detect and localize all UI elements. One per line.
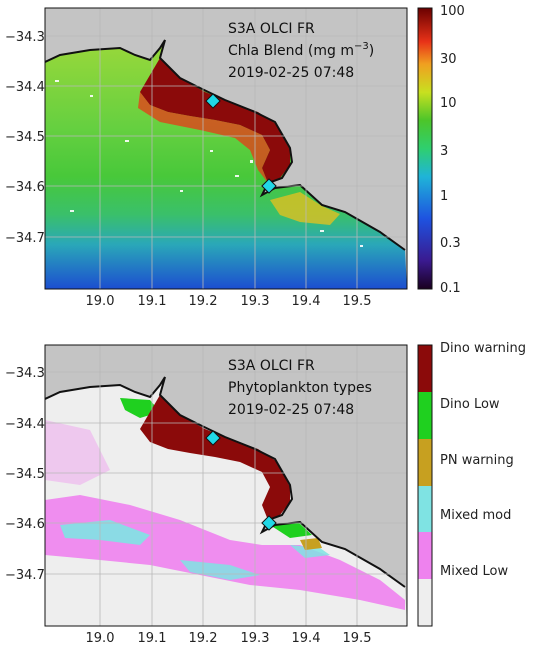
colorbar-tick-label: 0.1 (440, 281, 461, 296)
top-colorbar (417, 7, 433, 290)
top-xtick-label: 19.3 (241, 294, 270, 309)
bottom-xtick-label: 19.5 (343, 631, 372, 646)
bottom-mixed-low-area (45, 495, 405, 610)
bottom-gridlines (45, 345, 407, 626)
top-bloom-edge (138, 92, 270, 183)
top-yticks: −34.3 −34.4 −34.5 −34.6 −34.7 (5, 30, 45, 246)
top-xtick-label: 19.4 (292, 294, 321, 309)
bottom-ytick-label: −34.7 (5, 568, 45, 583)
top-xtick-label: 19.2 (189, 294, 218, 309)
bottom-mixed-mod-area (60, 520, 150, 545)
top-ytick-label: −34.6 (5, 180, 45, 195)
bottom-pn-warning-area (300, 538, 322, 550)
top-ytick-label: −34.4 (5, 80, 45, 95)
top-gridlines (45, 8, 407, 289)
class-label: PN warning (440, 453, 514, 468)
bottom-station-marker-1 (205, 430, 221, 446)
bottom-xtick-label: 19.0 (86, 631, 115, 646)
colorbar-tick-label: 100 (440, 4, 465, 19)
class-label: Dino Low (440, 397, 500, 412)
top-bloom (140, 58, 290, 183)
top-xtick-label: 19.5 (343, 294, 372, 309)
bottom-annotation-line2: Phytoplankton types (228, 380, 372, 396)
bottom-xtick-label: 19.1 (138, 631, 167, 646)
top-water (45, 40, 407, 289)
colorbar-tick-label: 10 (440, 96, 457, 111)
bottom-dino-low-area-2 (270, 522, 312, 538)
bottom-station-marker-2 (261, 515, 277, 531)
class-swatch-dino-warning (418, 345, 432, 392)
top-offshore-patch (270, 192, 340, 225)
class-label: Mixed Low (440, 564, 508, 579)
bottom-ytick-label: −34.3 (5, 366, 45, 381)
bottom-xtick-label: 19.3 (241, 631, 270, 646)
top-map-panel: S3A OLCI FR Chla Blend (mg m−3) 2019-02-… (5, 4, 465, 309)
top-ytick-label: −34.7 (5, 231, 45, 246)
bottom-xtick-label: 19.2 (189, 631, 218, 646)
class-colorbar-frame (417, 344, 433, 627)
colorbar-tick-label: 30 (440, 52, 457, 67)
class-swatch-pn-warning (418, 439, 432, 486)
bottom-ytick-label: −34.4 (5, 417, 45, 432)
bottom-xticks: 19.0 19.1 19.2 19.3 19.4 19.5 (86, 631, 372, 646)
bottom-xtick-label: 19.4 (292, 631, 321, 646)
top-ytick-label: −34.3 (5, 30, 45, 45)
bottom-axes-frame (44, 344, 408, 627)
top-annotation-line3: 2019-02-25 07:48 (228, 65, 354, 81)
bottom-ytick-label: −34.5 (5, 467, 45, 482)
class-swatch-dino-low (418, 392, 432, 439)
top-axes-frame (44, 7, 408, 290)
top-speckle (55, 80, 363, 247)
bottom-class-colorbar: Dino warning Dino Low PN warning Mixed m… (417, 341, 526, 627)
top-xticks: 19.0 19.1 19.2 19.3 19.4 19.5 (86, 294, 372, 309)
top-annotation-line2: Chla Blend (mg m−3) (228, 41, 374, 59)
colorbar-tick-label: 1 (440, 189, 448, 204)
bottom-annotation-line1: S3A OLCI FR (228, 358, 315, 374)
top-colorbar-ticks: 100 30 10 3 1 0.3 0.1 (440, 4, 465, 296)
class-label: Mixed mod (440, 508, 511, 523)
bottom-annotation-line3: 2019-02-25 07:48 (228, 402, 354, 418)
top-station-marker-1 (205, 93, 221, 109)
colorbar-tick-label: 3 (440, 144, 448, 159)
class-swatch-mixed-low (418, 532, 432, 579)
colorbar-tick-label: 0.3 (440, 236, 461, 251)
class-swatch-mixed-mod (418, 486, 432, 532)
bottom-map-panel: S3A OLCI FR Phytoplankton types 2019-02-… (5, 341, 526, 646)
bottom-yticks: −34.3 −34.4 −34.5 −34.6 −34.7 (5, 366, 45, 583)
bottom-mixed-mod-area-3 (290, 545, 330, 558)
bottom-ytick-label: −34.6 (5, 517, 45, 532)
top-station-marker-2 (261, 178, 277, 194)
top-xtick-label: 19.0 (86, 294, 115, 309)
class-swatch-empty (418, 579, 432, 626)
bottom-mixed-mod-area-2 (180, 560, 260, 580)
top-xtick-label: 19.1 (138, 294, 167, 309)
top-annotation-line1: S3A OLCI FR (228, 21, 315, 37)
bottom-dino-warning-area (140, 395, 290, 520)
bottom-mixed-low-sparse (45, 420, 110, 485)
class-label: Dino warning (440, 341, 526, 356)
top-ytick-label: −34.5 (5, 130, 45, 145)
